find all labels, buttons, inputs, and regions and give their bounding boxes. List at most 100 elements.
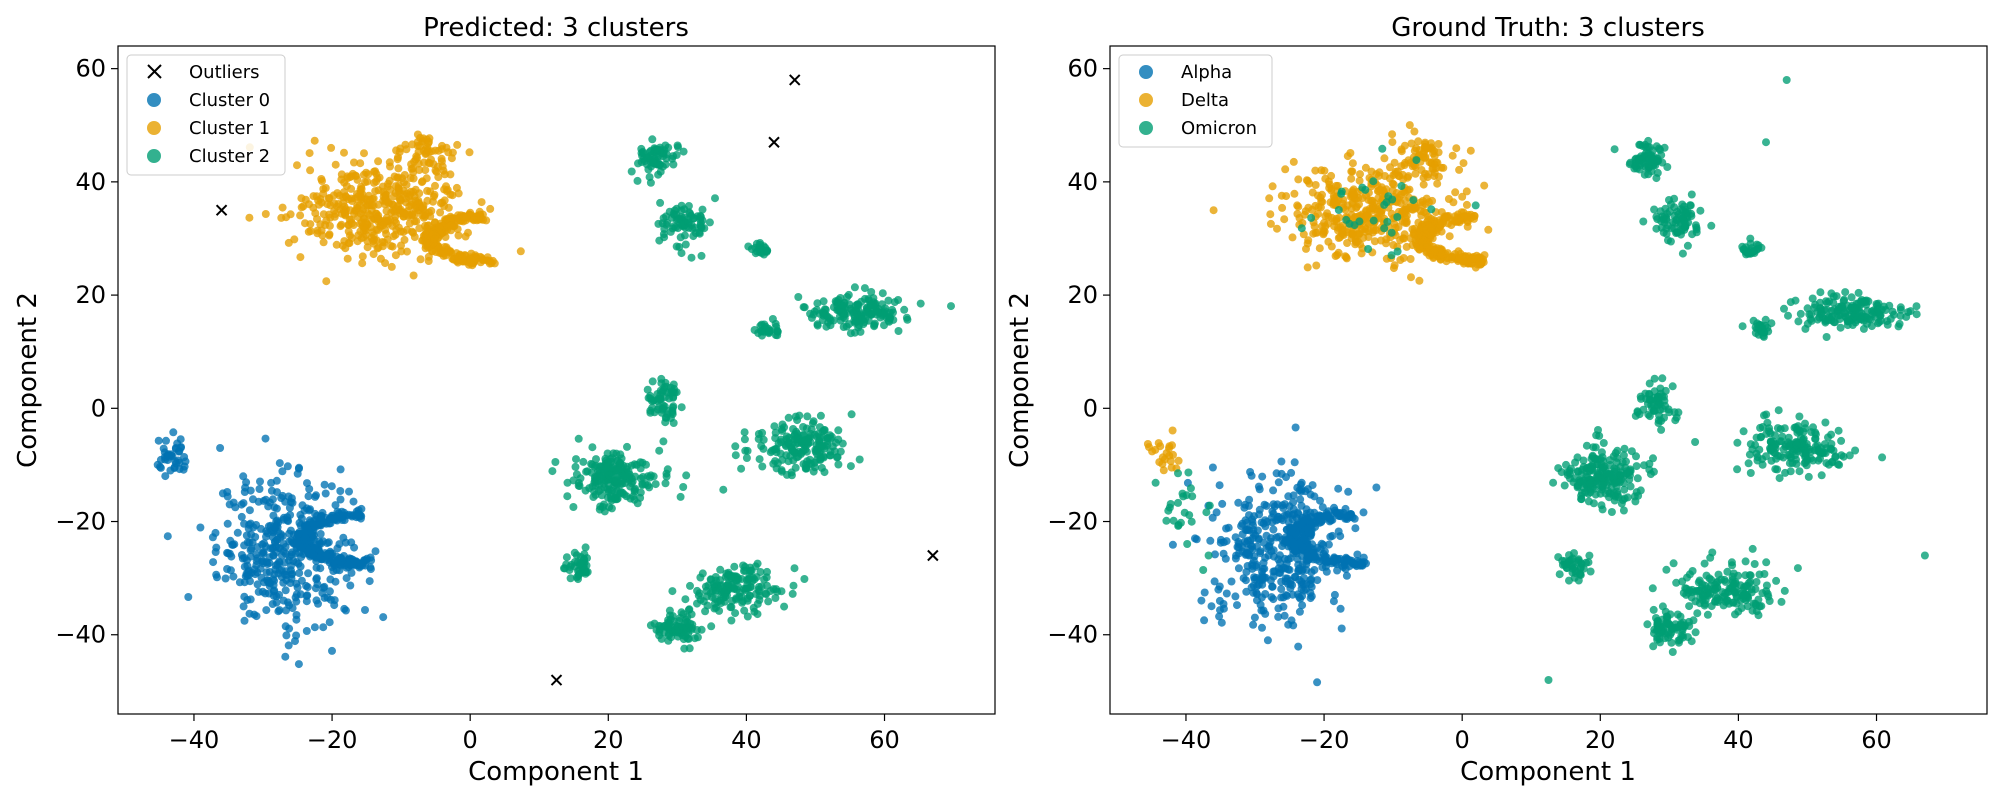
data-point-alpha (1207, 602, 1216, 611)
data-point-delta (1411, 204, 1420, 213)
data-point-cluster-0 (295, 463, 303, 472)
data-point-alpha (1249, 620, 1258, 629)
data-point-alpha (1262, 531, 1271, 540)
data-point-alpha (1308, 481, 1317, 490)
data-point-omicron (1708, 548, 1717, 557)
data-point-cluster-1 (321, 184, 330, 192)
data-point-cluster-2 (758, 428, 767, 437)
data-point-cluster-2 (654, 219, 663, 228)
data-point-omicron (1741, 571, 1750, 580)
data-point-omicron (1643, 620, 1652, 629)
data-point-cluster-2 (767, 446, 776, 455)
data-point-delta (1455, 254, 1464, 263)
data-point-cluster-2 (826, 447, 835, 456)
data-point-omicron (1834, 426, 1843, 435)
data-point-omicron (1710, 585, 1719, 594)
data-point-omicron (1817, 444, 1825, 452)
data-point-alpha (1249, 588, 1258, 597)
data-point-cluster-1 (363, 237, 372, 246)
x-tick-label: 20 (1585, 726, 1616, 754)
data-point-cluster-0 (338, 516, 347, 524)
data-point-omicron (1668, 382, 1677, 391)
data-point-omicron (1612, 458, 1621, 467)
data-point-outlier-point (1762, 138, 1770, 147)
data-point-cluster-0 (337, 507, 346, 516)
data-point-cluster-0 (179, 465, 188, 474)
data-point-cluster-0 (318, 508, 327, 517)
data-point-delta (1433, 179, 1442, 188)
data-point-cluster-2 (656, 386, 665, 395)
data-point-cluster-0 (349, 497, 358, 506)
data-point-cluster-1 (350, 158, 358, 167)
data-point-omicron (1824, 433, 1832, 442)
data-point-cluster-0 (169, 428, 178, 437)
data-point-delta (1347, 174, 1356, 183)
data-point-cluster-1 (487, 259, 496, 268)
data-point-omicron (1681, 223, 1690, 231)
data-point-omicron (1745, 450, 1754, 459)
data-point-alpha (1313, 512, 1322, 521)
data-point-cluster-1 (353, 175, 362, 184)
data-point-delta (1145, 443, 1153, 452)
data-point-omicron (1707, 221, 1716, 230)
data-point-omicron (1586, 567, 1595, 576)
data-point-cluster-2 (838, 439, 847, 448)
data-point-cluster-2 (583, 568, 592, 576)
data-point-cluster-1 (398, 174, 407, 183)
data-point-omicron (1179, 492, 1188, 501)
data-point-delta (1347, 167, 1356, 176)
data-point-cluster-2 (676, 233, 685, 242)
data-point-cluster-1 (343, 254, 352, 263)
data-point-cluster-2 (669, 209, 678, 218)
data-point-cluster-2 (735, 592, 744, 601)
data-point-cluster-2 (684, 605, 693, 614)
data-point-cluster-0 (275, 459, 284, 468)
data-point-alpha (1297, 478, 1306, 487)
data-point-cluster-0 (262, 606, 271, 615)
data-point-cluster-0 (323, 593, 332, 602)
data-point-delta (1281, 165, 1290, 174)
data-point-omicron (1829, 446, 1838, 455)
data-point-omicron (1650, 155, 1659, 164)
data-point-cluster-1 (374, 215, 383, 224)
data-point-cluster-2 (856, 327, 865, 336)
data-point-cluster-0 (270, 576, 279, 585)
data-point-cluster-1 (516, 247, 525, 256)
outlier-marker (768, 136, 780, 148)
data-point-cluster-0 (240, 616, 249, 625)
data-point-cluster-1 (430, 218, 439, 227)
data-point-cluster-2 (654, 170, 663, 179)
data-point-cluster-2 (813, 320, 822, 329)
data-point-omicron (1651, 406, 1659, 415)
data-point-cluster-0 (379, 613, 388, 622)
data-point-alpha (1208, 463, 1217, 472)
data-point-omicron (1393, 213, 1402, 221)
data-point-cluster-1 (381, 259, 390, 268)
data-point-delta (1277, 191, 1286, 200)
data-point-cluster-0 (301, 533, 310, 542)
data-point-cluster-2 (669, 419, 678, 427)
data-point-cluster-1 (293, 161, 301, 170)
x-tick-label: 60 (869, 726, 900, 754)
data-point-alpha (1269, 525, 1278, 534)
data-point-cluster-1 (362, 220, 371, 229)
data-point-delta (1419, 180, 1428, 189)
data-point-cluster-0 (165, 452, 174, 461)
data-point-omicron (1728, 583, 1737, 591)
data-point-cluster-0 (323, 539, 332, 548)
data-point-omicron (1646, 396, 1655, 405)
data-point-delta (1323, 209, 1332, 218)
data-point-alpha (1317, 518, 1326, 527)
data-point-alpha (1284, 620, 1293, 629)
data-point-cluster-1 (382, 207, 391, 215)
data-point-cluster-1 (297, 203, 306, 212)
data-point-cluster-2 (886, 309, 894, 317)
data-point-omicron (1794, 317, 1803, 326)
data-point-cluster-1 (436, 208, 445, 217)
data-point-cluster-2 (667, 383, 675, 392)
data-point-cluster-0 (265, 558, 274, 567)
data-point-omicron (1631, 161, 1640, 170)
data-point-delta (1484, 225, 1493, 234)
data-point-cluster-2 (754, 329, 763, 337)
